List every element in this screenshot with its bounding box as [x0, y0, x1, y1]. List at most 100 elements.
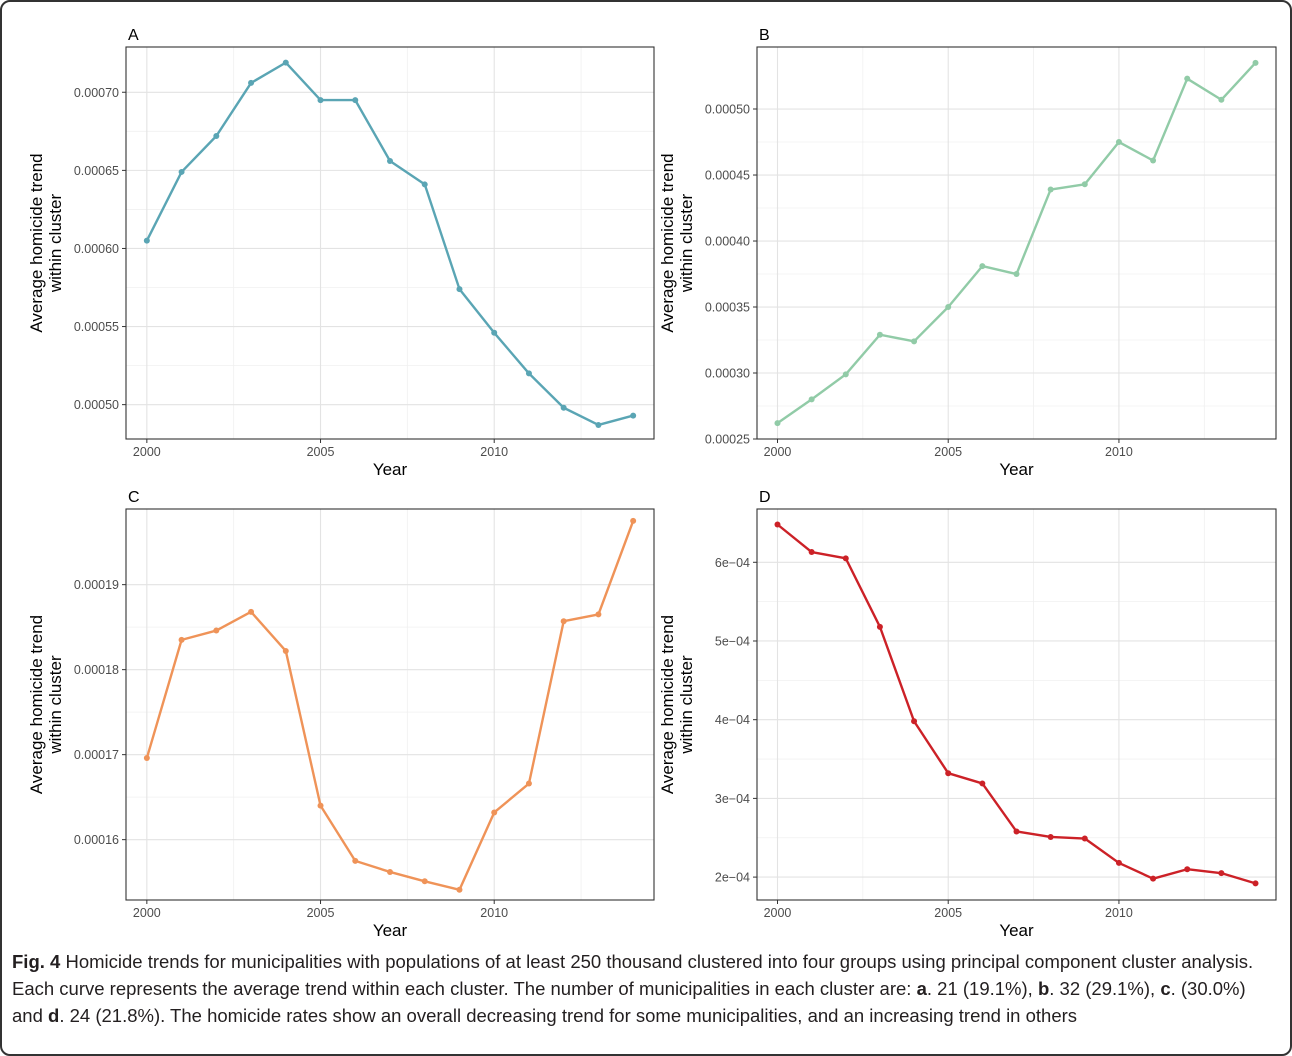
data-point [421, 181, 428, 188]
x-tick-label: 2005 [934, 445, 962, 459]
data-point [143, 237, 150, 244]
data-point [178, 168, 185, 175]
data-point [352, 97, 359, 104]
data-point [808, 549, 815, 556]
y-tick-label: 4e−04 [715, 713, 750, 727]
y-tick-label: 5e−04 [715, 634, 750, 648]
y-axis-title: Average homicide trendwithin cluster [27, 615, 65, 794]
plot-area [757, 47, 1276, 439]
data-point [387, 158, 393, 165]
data-point [876, 331, 883, 338]
x-tick-label: 2005 [934, 906, 962, 920]
panel-label: C [128, 489, 140, 506]
y-tick-label: 0.00050 [705, 103, 750, 117]
y-tick-label: 0.00045 [705, 169, 750, 183]
y-tick-label: 2e−04 [715, 871, 750, 885]
x-tick-label: 2000 [133, 906, 161, 920]
data-point [143, 755, 150, 762]
y-tick-label: 6e−04 [715, 556, 750, 570]
x-tick-label: 2005 [307, 906, 335, 920]
data-point [352, 857, 359, 864]
data-point [876, 623, 883, 630]
y-axis-title-line: Average homicide trend [658, 615, 677, 794]
plot-border [756, 508, 1277, 901]
data-point [911, 718, 918, 725]
panel-label: B [759, 27, 770, 44]
y-axis-title-line: Average homicide trend [27, 615, 46, 794]
data-point [842, 555, 849, 562]
y-tick-label: 0.00025 [705, 433, 750, 447]
data-point [248, 79, 255, 86]
x-tick-label: 2010 [480, 445, 508, 459]
data-point [560, 618, 567, 625]
y-tick-label: 3e−04 [715, 792, 750, 806]
x-tick-label: 2000 [133, 445, 161, 459]
data-point [387, 868, 393, 875]
data-point [911, 338, 918, 345]
data-point [1218, 870, 1225, 877]
caption-item-letter: a [916, 978, 927, 999]
y-tick-label: 0.00055 [74, 320, 119, 334]
y-tick-label: 0.00040 [705, 235, 750, 249]
data-point [1047, 186, 1054, 193]
plot-area [757, 509, 1276, 900]
y-tick-label: 0.00016 [74, 833, 119, 847]
caption-item-text: . 32 (29.1%), [1049, 978, 1161, 999]
data-point [421, 878, 428, 885]
y-tick-label: 0.00060 [74, 242, 119, 256]
x-axis-title: Year [999, 460, 1034, 479]
y-tick-label: 0.00030 [705, 367, 750, 381]
data-point [979, 263, 986, 270]
y-axis-title-line: within cluster [46, 655, 65, 755]
y-axis-title-line: within cluster [677, 194, 696, 294]
chart-panel-d: 2e−04 3e−04 4e−04 5e−04 6e−04 2000 2005 2010 D Ye… [658, 489, 1277, 940]
data-point [979, 780, 986, 787]
y-tick-label: 0.00019 [74, 578, 119, 592]
caption-item-letter: b [1037, 978, 1050, 999]
plot-border [756, 46, 1277, 440]
x-axis-title: Year [373, 460, 408, 479]
x-tick-label: 2000 [764, 906, 792, 920]
caption-item-letter: d [48, 1005, 60, 1026]
x-tick-label: 2000 [764, 445, 792, 459]
figure-caption: Fig. 4 Homicide trends for municipalitie… [12, 948, 1280, 1029]
y-axis-title-line: within cluster [677, 655, 696, 755]
y-axis-title: Average homicide trendwithin cluster [658, 153, 696, 332]
data-point [213, 627, 220, 634]
data-point [945, 770, 952, 777]
chart-panel-c: 0.00016 0.00017 0.00018 0.00019 2000 2005 2010… [27, 489, 655, 940]
caption-item-text: . 24 (21.8%). The homicide rates show an… [59, 1005, 1078, 1026]
data-point [1218, 96, 1225, 103]
data-point [248, 608, 255, 615]
data-point [1252, 59, 1259, 66]
data-point [491, 329, 498, 336]
data-point [1184, 866, 1191, 873]
y-axis-title-line: within cluster [46, 194, 65, 294]
caption-text: Homicide trends for municipalities with … [12, 951, 1254, 999]
caption-label: Fig. 4 [12, 951, 61, 972]
data-point [1081, 181, 1088, 188]
x-axis-title: Year [373, 921, 408, 940]
plot-area [126, 509, 654, 900]
data-point [1013, 828, 1020, 835]
data-point [630, 517, 637, 524]
y-tick-label: 0.00070 [74, 86, 119, 100]
data-point [774, 420, 781, 427]
data-point [595, 421, 602, 428]
panel-label: A [128, 27, 139, 44]
data-point [1013, 271, 1020, 278]
caption-item-text: . 21 (19.1%), [926, 978, 1038, 999]
data-point [317, 802, 324, 809]
panel-label: D [759, 489, 771, 506]
data-point [842, 371, 849, 378]
data-point [1081, 835, 1088, 842]
plot-area [126, 47, 654, 439]
data-point [774, 521, 781, 528]
data-point [1150, 157, 1157, 164]
x-tick-label: 2005 [307, 445, 335, 459]
y-axis-title: Average homicide trendwithin cluster [27, 153, 65, 332]
y-axis-title: Average homicide trendwithin cluster [658, 615, 696, 794]
data-point [560, 404, 567, 411]
